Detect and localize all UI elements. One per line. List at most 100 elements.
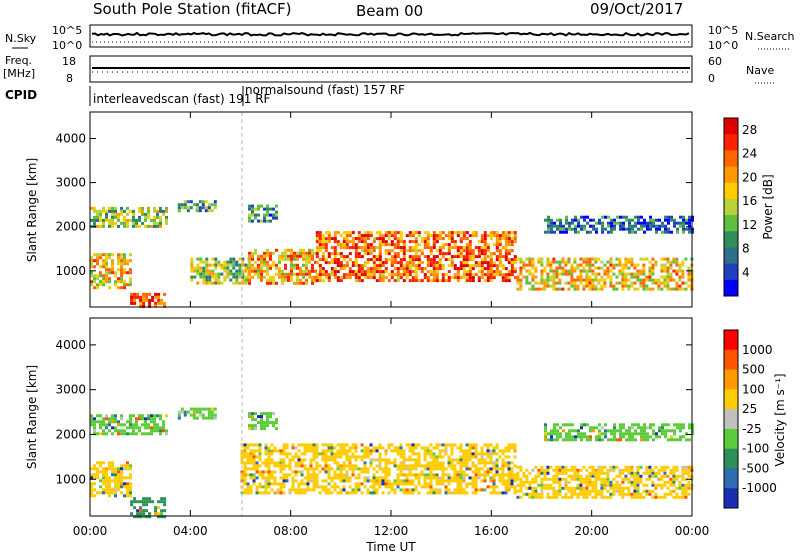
vel-echo-cell (510, 470, 514, 474)
power-echo-cell (154, 301, 158, 305)
power-echo-cell (357, 252, 361, 256)
power-echo-cell (495, 231, 499, 235)
power-echo-cell (552, 257, 556, 261)
power-echo-cell (465, 258, 469, 262)
vel-echo-cell (688, 426, 691, 430)
power-echo-cell (293, 254, 296, 258)
power-echo-cell (296, 251, 299, 255)
vel-echo-cell (312, 443, 316, 447)
vel-echo-cell (663, 474, 667, 478)
vel-echo-cell (207, 410, 211, 414)
vel-echo-cell (285, 443, 289, 447)
power-echo-cell (150, 218, 153, 222)
vel-echo-cell (324, 485, 328, 489)
power-echo-cell (634, 224, 637, 228)
power-echo-cell (123, 286, 126, 290)
vel-echo-cell (450, 461, 454, 465)
vel-echo-cell (117, 432, 120, 436)
power-echo-cell (321, 240, 325, 244)
vel-echo-cell (270, 488, 274, 492)
power-echo-cell (429, 264, 433, 268)
vel-echo-cell (357, 473, 361, 477)
power-echo-cell (117, 224, 120, 228)
power-echo-cell (269, 275, 272, 279)
power-echo-cell (634, 230, 637, 234)
power-echo-cell (154, 292, 158, 296)
velocity-colorbar-label: Velocity [m s⁻¹] (773, 373, 787, 466)
power-echo-cell (627, 278, 631, 282)
vel-echo-cell (294, 455, 298, 459)
vel-echo-cell (591, 489, 595, 493)
power-echo-cell (480, 261, 484, 265)
vel-echo-cell (402, 473, 406, 477)
power-echo-cell (510, 258, 514, 262)
vel-echo-cell (324, 464, 328, 468)
vel-echo-cell (366, 488, 370, 492)
power-echo-cell (621, 281, 625, 285)
vel-echo-cell (651, 474, 655, 478)
power-echo-cell (378, 276, 382, 280)
power-echo-cell (619, 215, 622, 219)
power-echo-cell (193, 266, 197, 270)
vel-echo-cell (568, 423, 571, 427)
power-echo-cell (432, 264, 436, 268)
power-echo-cell (396, 267, 400, 271)
vel-echo-cell (492, 476, 496, 480)
power-echo-cell (462, 276, 466, 280)
vel-echo-cell (426, 446, 430, 450)
power-echo-cell (450, 231, 454, 235)
vel-echo-cell (288, 488, 292, 492)
vel-echo-cell (396, 482, 400, 486)
power-echo-cell (378, 264, 382, 268)
power-echo-cell (272, 216, 275, 220)
power-echo-cell (483, 252, 487, 256)
power-echo-cell (414, 264, 418, 268)
power-echo-cell (102, 262, 105, 266)
vel-echo-cell (676, 438, 679, 442)
vel-echo-cell (468, 455, 472, 459)
power-echo-cell (679, 224, 682, 228)
vel-echo-cell (429, 491, 433, 495)
vel-echo-cell (354, 467, 358, 471)
vel-echo-cell (255, 467, 259, 471)
vel-echo-cell (180, 407, 184, 411)
vel-echo-cell (669, 480, 673, 484)
vel-echo-cell (360, 470, 364, 474)
power-echo-cell (314, 269, 317, 273)
power-echo-cell (585, 278, 589, 282)
vel-echo-cell (111, 461, 114, 465)
power-echo-cell (132, 221, 135, 225)
power-echo-cell (232, 275, 236, 279)
power-echo-cell (205, 278, 209, 282)
vel-echo-cell (501, 473, 505, 477)
vel-echo-cell (598, 438, 601, 442)
vel-echo-cell (504, 449, 508, 453)
power-echo-cell (93, 259, 96, 263)
power-echo-cell (678, 269, 682, 273)
power-echo-cell (498, 240, 502, 244)
power-echo-cell (462, 267, 466, 271)
power-echo-cell (302, 272, 305, 276)
power-echo-cell (387, 234, 391, 238)
power-echo-cell (447, 246, 451, 250)
vel-echo-cell (117, 479, 120, 483)
power-echo-cell (483, 231, 487, 235)
vel-echo-cell (450, 491, 454, 495)
power-echo-cell (619, 224, 622, 228)
power-echo-cell (660, 263, 664, 267)
power-echo-cell (269, 207, 272, 211)
vel-echo-cell (552, 480, 556, 484)
power-echo-cell (420, 270, 424, 274)
vel-echo-cell (450, 479, 454, 483)
vel-echo-cell (610, 432, 613, 436)
vel-echo-cell (243, 452, 247, 456)
power-echo-cell (296, 278, 299, 282)
vel-echo-cell (549, 477, 553, 481)
vel-echo-cell (363, 470, 367, 474)
vel-echo-cell (507, 455, 511, 459)
vel-echo-cell (243, 446, 247, 450)
vel-echo-cell (553, 438, 556, 442)
power-echo-cell (207, 209, 211, 213)
vel-echo-cell (249, 443, 253, 447)
power-echo-cell (272, 278, 275, 282)
